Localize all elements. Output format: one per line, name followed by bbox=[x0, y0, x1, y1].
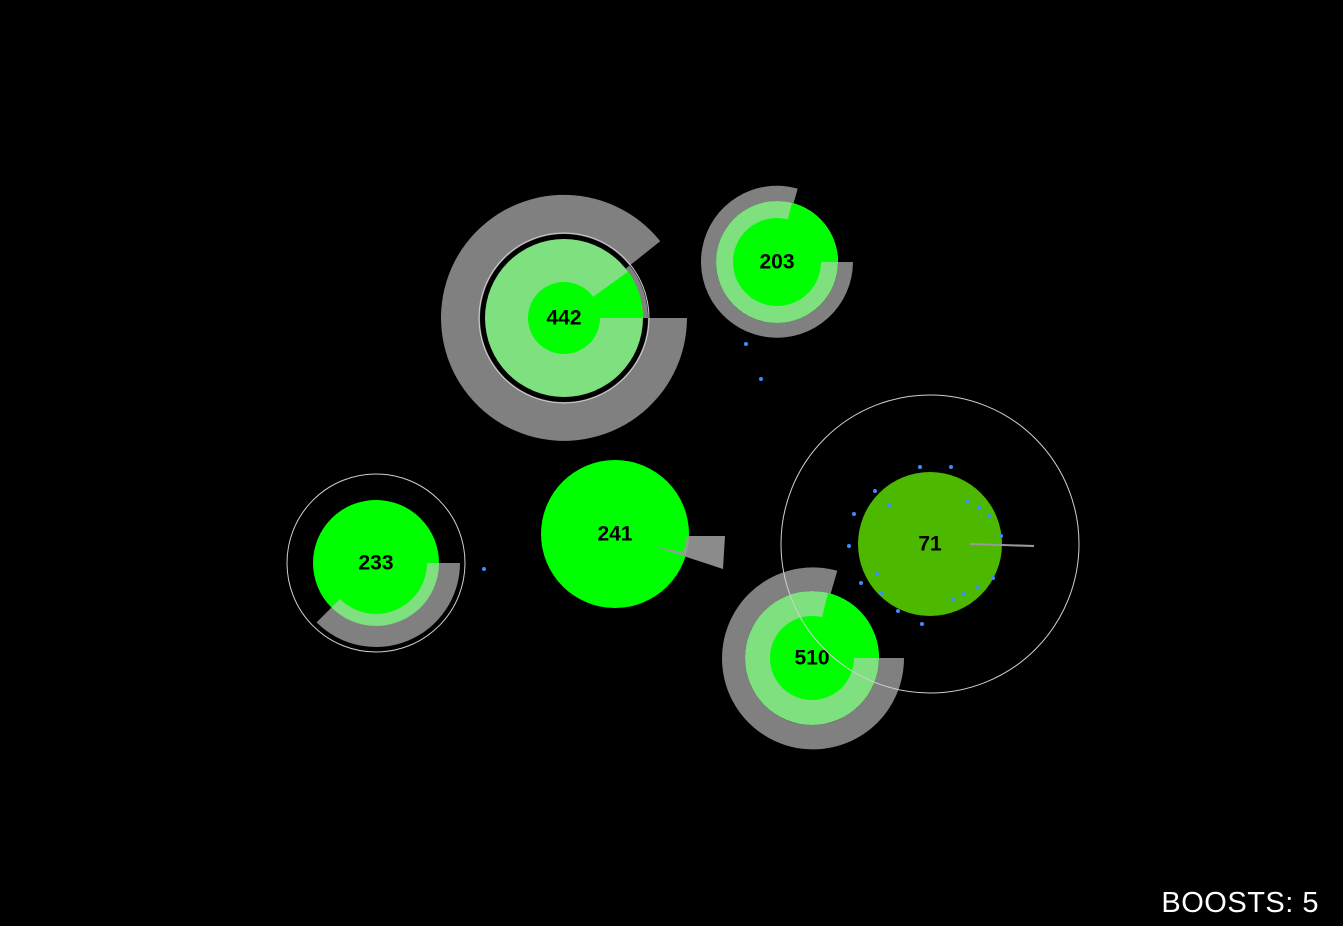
particle bbox=[949, 465, 953, 469]
node-71[interactable]: 71 bbox=[780, 394, 1080, 694]
node-71-aim-line bbox=[969, 543, 1035, 547]
particle bbox=[999, 534, 1003, 538]
node-241-core bbox=[541, 460, 689, 608]
node-442[interactable]: 442 bbox=[441, 194, 687, 441]
node-203-value: 203 bbox=[759, 251, 794, 274]
particle bbox=[966, 499, 970, 503]
node-241-value: 241 bbox=[597, 523, 632, 546]
particle bbox=[918, 465, 922, 469]
node-203[interactable]: 203 bbox=[701, 185, 853, 338]
particle bbox=[977, 506, 981, 510]
node-71-particles bbox=[847, 465, 1003, 626]
particle bbox=[847, 544, 851, 548]
particle bbox=[880, 591, 884, 595]
particle bbox=[896, 609, 900, 613]
node-241[interactable]: 241 bbox=[541, 460, 725, 608]
particle bbox=[991, 576, 995, 580]
particle bbox=[951, 598, 955, 602]
particle bbox=[859, 581, 863, 585]
node-510-value: 510 bbox=[794, 647, 829, 670]
node-510[interactable]: 510 bbox=[722, 567, 905, 750]
node-233-selection-outline bbox=[286, 473, 466, 653]
node-241-progress-wedge bbox=[653, 536, 725, 569]
node-510-core bbox=[770, 616, 854, 700]
particle bbox=[962, 592, 966, 596]
node-442-outer-progress-ring bbox=[441, 194, 687, 441]
node-71-range-outline bbox=[780, 394, 1080, 694]
particle bbox=[987, 514, 991, 518]
particle bbox=[482, 567, 486, 571]
node-442-selection-outline bbox=[478, 232, 650, 404]
node-233[interactable]: 233 bbox=[286, 473, 466, 653]
node-233-inner-ring bbox=[331, 563, 439, 626]
node-71-core bbox=[858, 472, 1002, 616]
node-203-core bbox=[733, 218, 821, 306]
node-233-core bbox=[313, 500, 439, 626]
particle bbox=[875, 572, 879, 576]
node-442-value: 442 bbox=[546, 307, 581, 330]
particle bbox=[873, 489, 877, 493]
particle bbox=[887, 503, 891, 507]
node-233-value: 233 bbox=[358, 552, 393, 575]
particle bbox=[744, 342, 748, 346]
node-71-value: 71 bbox=[918, 533, 942, 556]
particle bbox=[852, 512, 856, 516]
particle bbox=[759, 377, 763, 381]
node-442-core bbox=[528, 282, 600, 354]
particle bbox=[976, 585, 980, 589]
boosts-counter: BOOSTS: 5 bbox=[1161, 887, 1319, 919]
particle bbox=[920, 622, 924, 626]
